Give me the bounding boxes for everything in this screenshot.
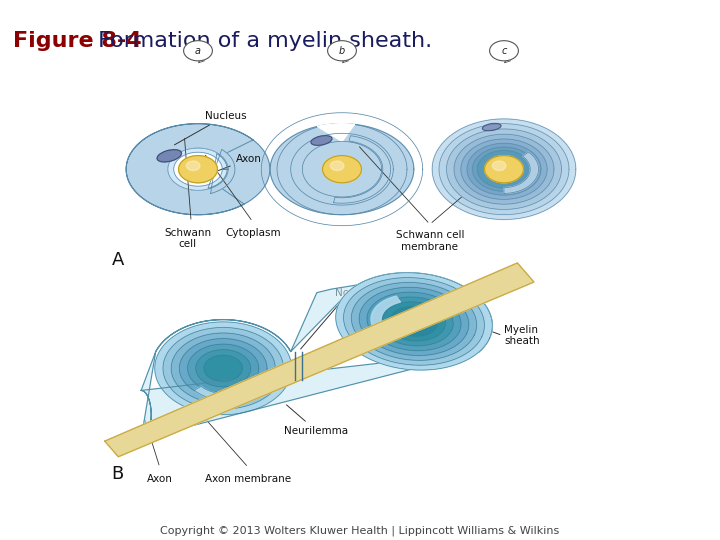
- Text: A: A: [112, 251, 124, 269]
- Circle shape: [330, 161, 344, 171]
- Polygon shape: [204, 355, 243, 381]
- Polygon shape: [472, 147, 536, 191]
- Circle shape: [186, 161, 200, 171]
- Polygon shape: [196, 350, 251, 387]
- Polygon shape: [343, 278, 485, 365]
- Text: Taylor: Memmler's Structure and Function of the Human Body: Taylor: Memmler's Structure and Function…: [6, 3, 392, 16]
- Polygon shape: [208, 150, 235, 193]
- Polygon shape: [432, 119, 576, 219]
- Polygon shape: [439, 124, 569, 215]
- Text: Schwann
cell: Schwann cell: [164, 228, 211, 249]
- Polygon shape: [367, 292, 461, 350]
- Text: Axon: Axon: [210, 154, 261, 174]
- Polygon shape: [467, 143, 541, 195]
- Text: Axon: Axon: [147, 474, 173, 484]
- Polygon shape: [126, 124, 270, 215]
- Text: Nucleus: Nucleus: [174, 111, 246, 145]
- Text: Neurilemma: Neurilemma: [284, 405, 348, 436]
- Polygon shape: [461, 139, 547, 199]
- Polygon shape: [141, 273, 492, 439]
- Polygon shape: [383, 302, 445, 341]
- Text: Myelin
sheath: Myelin sheath: [504, 325, 539, 346]
- Polygon shape: [371, 296, 400, 342]
- Ellipse shape: [311, 136, 332, 145]
- Text: Copyright © 2013 Wolters Kluwer Health | Lippincott Williams & Wilkins: Copyright © 2013 Wolters Kluwer Health |…: [161, 526, 559, 536]
- Text: Cytoplasm: Cytoplasm: [225, 228, 281, 238]
- Ellipse shape: [157, 150, 181, 162]
- Polygon shape: [359, 287, 469, 355]
- Text: Figure 8-4: Figure 8-4: [13, 31, 142, 51]
- Text: a: a: [195, 46, 201, 56]
- Polygon shape: [270, 124, 414, 215]
- Polygon shape: [179, 339, 267, 398]
- Polygon shape: [336, 273, 492, 370]
- Text: Node: Node: [301, 288, 362, 349]
- Polygon shape: [446, 129, 562, 210]
- Text: Schwann cell
membrane: Schwann cell membrane: [395, 231, 464, 252]
- Text: Formation of a myelin sheath.: Formation of a myelin sheath.: [91, 31, 432, 51]
- Text: c: c: [501, 46, 507, 56]
- Polygon shape: [318, 124, 354, 141]
- Polygon shape: [163, 327, 284, 409]
- Polygon shape: [351, 282, 477, 360]
- Text: B: B: [112, 465, 124, 483]
- Polygon shape: [105, 263, 534, 457]
- Polygon shape: [171, 333, 275, 403]
- Polygon shape: [333, 136, 390, 203]
- Text: b: b: [339, 46, 345, 56]
- Polygon shape: [477, 151, 531, 188]
- Polygon shape: [188, 344, 258, 393]
- Ellipse shape: [482, 124, 501, 131]
- Text: Axon membrane: Axon membrane: [205, 474, 292, 484]
- Polygon shape: [194, 380, 258, 400]
- Circle shape: [485, 156, 523, 183]
- Circle shape: [184, 40, 212, 61]
- Circle shape: [328, 40, 356, 61]
- Polygon shape: [390, 307, 438, 336]
- Polygon shape: [454, 134, 554, 204]
- Polygon shape: [504, 152, 539, 193]
- Polygon shape: [375, 297, 453, 346]
- Circle shape: [179, 156, 217, 183]
- Circle shape: [492, 161, 506, 171]
- Polygon shape: [155, 322, 292, 415]
- Polygon shape: [168, 148, 228, 190]
- Circle shape: [323, 156, 361, 183]
- Polygon shape: [105, 263, 534, 457]
- Circle shape: [490, 40, 518, 61]
